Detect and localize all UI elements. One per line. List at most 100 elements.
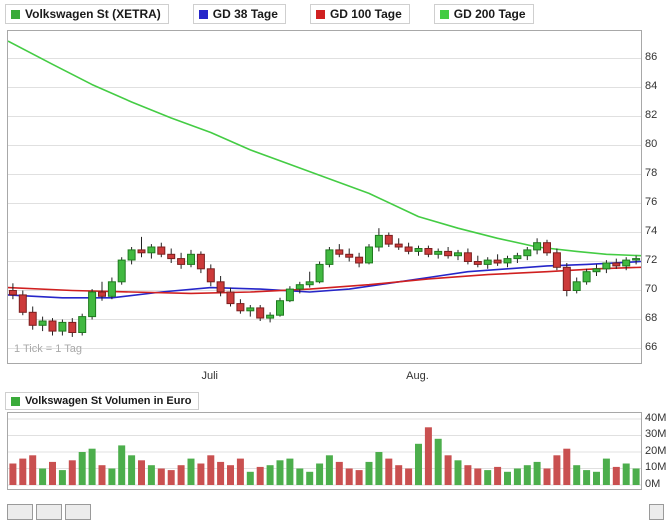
price-axis-label: 76 <box>645 196 658 209</box>
candle-body <box>226 291 235 305</box>
candle-body <box>88 291 97 318</box>
legend-label: GD 38 Tage <box>212 7 278 21</box>
volume-bar <box>345 468 353 485</box>
candle-body <box>384 234 393 245</box>
volume-bar <box>365 461 373 485</box>
volume-bar <box>434 438 442 485</box>
volume-bar <box>266 465 274 485</box>
toolbar-button[interactable] <box>7 504 33 520</box>
volume-bar <box>78 452 86 485</box>
volume-bar <box>335 461 343 485</box>
candle-body <box>424 248 433 255</box>
candle-body <box>562 266 571 292</box>
legend-label: Volkswagen St (XETRA) <box>25 7 161 21</box>
candle-body <box>454 252 462 257</box>
candle-body <box>622 259 631 267</box>
volume-bar <box>128 455 136 485</box>
volume-bar <box>602 458 610 485</box>
candle-body <box>414 248 423 252</box>
candle-body <box>612 262 621 267</box>
series-color-swatch <box>11 396 20 406</box>
price-axis-label: 80 <box>645 138 658 151</box>
candle-body <box>483 259 492 265</box>
volume-bar <box>454 460 462 486</box>
candle-body <box>285 288 294 302</box>
volume-bar <box>177 465 185 485</box>
volume-bar <box>405 468 413 485</box>
toolbar-button[interactable] <box>65 504 91 520</box>
volume-bar <box>415 443 422 486</box>
candle-body <box>592 268 601 273</box>
legend-item-gd38[interactable]: GD 38 Tage <box>192 4 286 24</box>
volume-bar <box>197 463 205 485</box>
candle-body <box>493 259 502 264</box>
candle-body <box>177 258 186 265</box>
volume-bar <box>513 468 521 485</box>
volume-bar <box>68 460 76 486</box>
legend-item-gd100[interactable]: GD 100 Tage <box>309 4 410 24</box>
volume-bar <box>395 465 403 485</box>
volume-bar <box>19 458 27 485</box>
candle-body <box>246 307 255 312</box>
candle-body <box>48 320 57 332</box>
candle-body <box>552 252 561 268</box>
volume-bar <box>553 455 561 485</box>
candle-body <box>335 249 344 255</box>
candle-body <box>206 268 215 283</box>
candle-body <box>365 246 373 264</box>
legend-label: GD 100 Tage <box>329 7 402 21</box>
toolbar-button[interactable] <box>36 504 62 520</box>
volume-bar <box>207 455 215 485</box>
candle-body <box>513 255 522 260</box>
volume-bar <box>256 466 264 485</box>
price-axis-label: 66 <box>645 341 658 353</box>
candle-body <box>582 271 591 283</box>
volume-bar <box>236 458 244 485</box>
candle-body <box>18 294 27 313</box>
volume-bar <box>523 465 531 485</box>
candle-body <box>533 242 542 251</box>
candle-body <box>345 253 354 258</box>
volume-bar <box>444 455 452 485</box>
candle-body <box>473 261 482 265</box>
volume-bar <box>355 470 363 485</box>
legend-item-volkswagen[interactable]: Volkswagen St (XETRA) <box>5 4 169 24</box>
candle-body <box>28 311 37 326</box>
volume-bar <box>504 471 511 485</box>
price-axis-label: 68 <box>645 312 658 324</box>
ma-line <box>8 266 641 295</box>
candle-body <box>503 258 512 264</box>
x-axis-label: Aug. <box>406 370 429 382</box>
candle-body <box>355 256 364 264</box>
volume-bar <box>494 466 502 485</box>
candle-body <box>325 249 334 265</box>
volume-axis-label: 30M <box>645 428 667 440</box>
volume-bar <box>375 452 383 485</box>
candle-body <box>434 250 443 255</box>
candle-body <box>523 249 532 257</box>
candle-body <box>236 303 245 312</box>
candle-body <box>632 258 641 261</box>
candle-body <box>266 314 275 319</box>
series-color-swatch <box>198 9 208 19</box>
price-axis-label: 72 <box>645 254 658 266</box>
volume-bar <box>39 468 47 485</box>
legend-item-volume[interactable]: Volkswagen St Volumen in Euro <box>5 392 200 410</box>
series-color-swatch <box>11 9 20 19</box>
legend-item-gd200[interactable]: GD 200 Tage <box>433 4 534 24</box>
toolbar-button[interactable] <box>649 504 664 520</box>
volume-bar <box>9 463 17 485</box>
candle-body <box>127 249 136 261</box>
x-axis-label: Juli <box>201 370 219 382</box>
volume-axis-label: 0M <box>645 477 661 490</box>
legend-label: GD 200 Tage <box>453 7 526 21</box>
volume-bar <box>612 466 620 485</box>
candle-body <box>216 281 225 293</box>
volume-bar <box>622 463 630 485</box>
candle-body <box>38 320 47 326</box>
volume-legend: Volkswagen St Volumen in Euro <box>5 392 223 410</box>
volume-bar <box>296 468 304 485</box>
volume-bar <box>316 463 324 485</box>
price-axis-label: 82 <box>645 109 658 122</box>
candle-body <box>374 234 383 248</box>
